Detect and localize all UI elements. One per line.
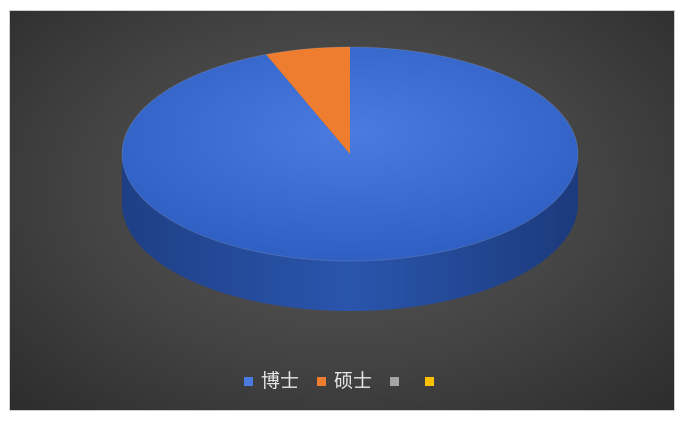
legend-item-1: 博士 [243,369,299,393]
legend-item-2: 硕士 [317,369,372,393]
legend-swatch-2 [317,376,326,386]
chart-area: 博士 硕士 [9,10,675,411]
pie-chart [121,46,579,311]
pie-slice-2 [266,47,350,154]
legend-swatch-4 [425,376,435,386]
pie-side-1 [122,154,578,311]
legend-label-2: 硕士 [334,370,373,392]
legend-swatch-3 [390,376,400,386]
legend-swatch-1 [243,376,253,386]
legend-label-1: 博士 [260,370,299,392]
legend-item-4 [425,376,442,386]
legend-item-3 [390,376,407,386]
legend: 博士 硕士 [10,369,676,393]
pie-rim [121,46,579,262]
